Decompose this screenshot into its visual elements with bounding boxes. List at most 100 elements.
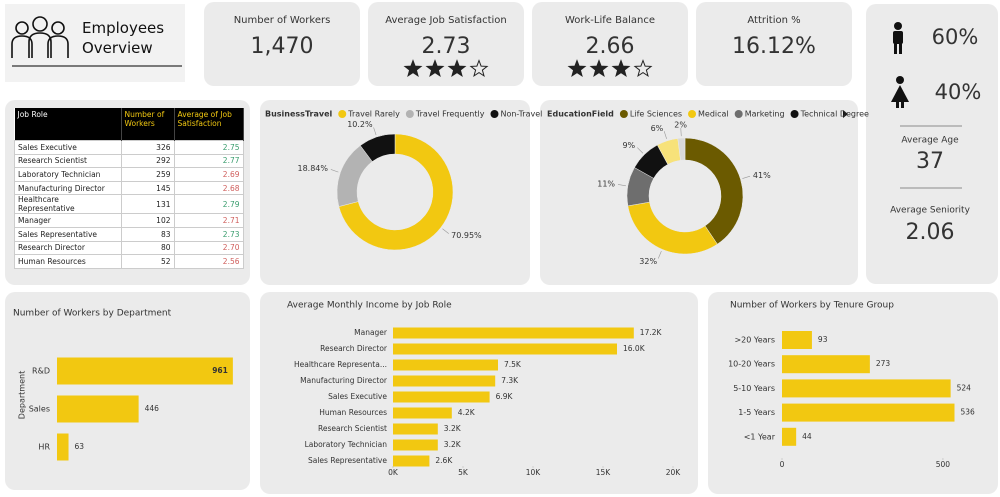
profile-panel — [866, 4, 998, 284]
data-label: 4.2K — [458, 408, 476, 417]
data-label: 273 — [876, 359, 891, 368]
chart-panel — [5, 292, 250, 490]
data-label: 16.0K — [623, 344, 646, 353]
people-icon — [11, 16, 69, 58]
data-label: 2% — [674, 121, 687, 130]
header-panel — [5, 4, 185, 82]
legend-label: Medical — [698, 110, 729, 119]
table-cell: Manufacturing Director — [14, 180, 122, 196]
donut-slice — [338, 133, 454, 251]
legend-label: Non-Travel — [500, 110, 542, 119]
y-tick-label: Sales Executive — [328, 392, 387, 401]
legend-label: Travel Rarely — [347, 110, 400, 119]
chart-title: Number of Workers by Department — [13, 309, 172, 319]
legend-swatch — [490, 110, 499, 118]
data-label: 961 — [212, 366, 228, 375]
bar — [782, 403, 955, 422]
table-cell: 83 — [120, 226, 175, 242]
donut-slice — [677, 137, 686, 161]
y-tick-label: HR — [38, 443, 50, 452]
legend-swatch — [338, 110, 347, 118]
legend-label: Life Sciences — [630, 110, 682, 119]
job-role-table: Job Role Number of Workers Average of Job … — [14, 108, 244, 269]
chart-panel — [540, 100, 858, 285]
x-tick-label: 500 — [936, 460, 951, 469]
table-row: Human Resources 52 2.56 — [14, 254, 244, 269]
leader-line — [330, 169, 339, 173]
bar — [393, 455, 430, 467]
table-cell: Manager — [14, 213, 122, 228]
bar — [57, 357, 233, 385]
legend-swatch — [790, 110, 799, 118]
male-share: 60% — [932, 25, 979, 49]
leader-line — [637, 147, 644, 154]
chart-title: Average Monthly Income by Job Role — [287, 301, 452, 311]
kpi-label: Average Job Satisfaction — [385, 15, 507, 26]
table-cell: 2.68 — [173, 180, 244, 196]
y-tick-label: Research Director — [320, 344, 388, 353]
leader-line — [373, 127, 377, 136]
table-cell: Healthcare Representative — [14, 194, 122, 215]
table-row: Healthcare Representative 131 2.79 — [14, 194, 244, 215]
rating-star — [611, 59, 631, 78]
leader-line — [742, 175, 751, 179]
bar — [782, 355, 870, 374]
y-tick-label: Sales — [29, 405, 50, 414]
female-share: 40% — [935, 80, 982, 104]
table-cell: 2.70 — [173, 240, 244, 256]
data-label: 7.5K — [504, 360, 522, 369]
legend-swatch — [619, 110, 628, 118]
data-label: 524 — [957, 383, 972, 392]
bar — [393, 343, 617, 355]
data-label: 41% — [753, 171, 771, 180]
legend-title: EducationField — [547, 110, 614, 119]
data-label: 17.2K — [640, 328, 663, 337]
data-label: 44 — [802, 432, 812, 441]
data-label: 9% — [622, 141, 635, 150]
table-cell: 292 — [120, 153, 175, 169]
donut-slice — [684, 137, 744, 245]
leader-line — [663, 131, 667, 139]
kpi-label: Number of Workers — [234, 15, 331, 26]
data-label: 3.2K — [444, 440, 462, 449]
rating-star — [425, 59, 445, 78]
table-cell: 52 — [120, 254, 175, 269]
chart-title: Number of Workers by Tenure Group — [730, 301, 894, 311]
table-cell: Research Director — [14, 240, 122, 256]
data-label: 2.6K — [435, 456, 453, 465]
data-label: 70.95% — [451, 231, 482, 240]
leader-line — [617, 184, 626, 187]
table-cell: 259 — [120, 167, 175, 182]
y-tick-label: Manager — [354, 328, 388, 337]
x-tick-label: 0 — [780, 460, 785, 469]
legend-scroll-arrow[interactable] — [843, 110, 848, 118]
legend-swatch — [688, 110, 697, 118]
x-tick-label: 15K — [596, 468, 612, 477]
stat-label: Average Age — [901, 136, 959, 146]
y-tick-label: 1-5 Years — [738, 408, 775, 417]
legend-swatch — [734, 110, 743, 118]
leader-line — [657, 251, 662, 259]
female-icon — [891, 76, 909, 108]
table-cell: Human Resources — [14, 254, 122, 269]
data-label: 536 — [960, 408, 975, 417]
table-cell: Research Scientist — [14, 153, 122, 169]
rating-star — [403, 59, 423, 78]
data-label: 10.2% — [347, 120, 373, 129]
x-tick-label: 0K — [388, 468, 399, 477]
table-cell: 2.73 — [173, 226, 244, 242]
bar — [393, 327, 634, 339]
stat-label: Average Seniority — [890, 206, 971, 216]
x-tick-label: 20K — [666, 468, 682, 477]
table-row: Manager 102 2.71 — [14, 213, 244, 228]
table-cell: Laboratory Technician — [14, 167, 122, 182]
page-title: Employees Overview — [82, 19, 165, 57]
kpi-card — [204, 2, 360, 86]
rating-star — [469, 59, 489, 78]
table-cell: 2.71 — [173, 213, 244, 228]
stat-value: 37 — [916, 149, 944, 174]
y-tick-label: Healthcare Representa... — [294, 360, 387, 369]
table-cell: 326 — [120, 140, 175, 155]
kpi-value: 1,470 — [251, 34, 314, 59]
stat-value: 2.06 — [906, 220, 955, 245]
